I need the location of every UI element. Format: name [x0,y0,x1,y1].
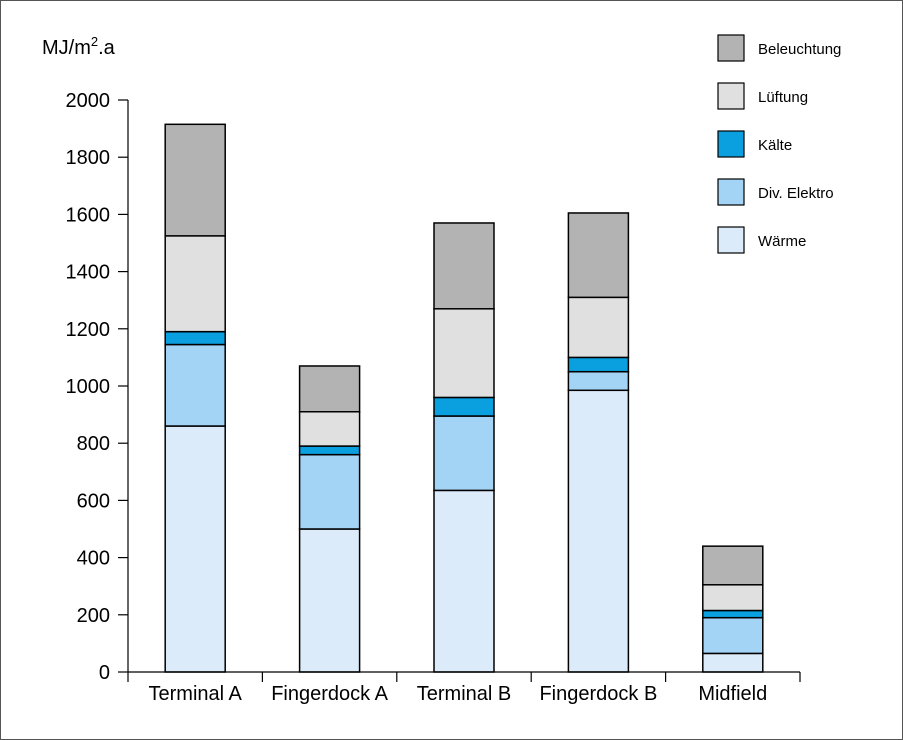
y-tick-label: 0 [99,662,110,684]
legend-swatch [717,34,745,62]
legend-swatch [717,226,745,254]
bar-segment [567,212,630,299]
legend-label: Wärme [758,233,806,250]
bar-segment [164,330,226,346]
legend-label: Kälte [758,137,792,154]
bar-segment [298,453,361,530]
y-tick-label: 800 [77,433,110,455]
bar-segment [164,123,226,237]
y-tick-label: 1000 [66,376,111,398]
bar-segment [567,296,630,359]
bar-segment [567,356,630,373]
legend-swatch [717,178,745,206]
y-tick-label: 600 [77,490,110,512]
legend-label: Lüftung [758,89,808,106]
bar-segment [164,425,226,673]
bar-segment [702,652,764,673]
bar-segment [702,609,764,619]
bar-segment [433,308,495,399]
legend-label: Div. Elektro [758,185,834,202]
bar-segment [433,489,495,673]
bar-segment [567,370,630,392]
bar-segment [164,235,226,333]
y-tick-label: 1800 [66,147,111,169]
y-axis-label: MJ/m2.a [42,34,116,59]
bar-segment [433,222,495,310]
x-tick-label: Terminal A [149,683,243,705]
bar-segment [433,415,495,492]
bar-segment [298,410,361,447]
legend-swatch [717,82,745,110]
y-tick-label: 2000 [66,90,111,112]
bar-segment [298,528,361,673]
bar-segment [702,616,764,655]
y-tick-label: 400 [77,548,110,570]
legend-swatch [717,130,745,158]
bar-segment [433,396,495,417]
bar-segment [702,545,764,586]
x-tick-label: Midfield [698,683,767,705]
x-tick-label: Terminal B [417,683,511,705]
y-tick-label: 200 [77,605,110,627]
x-tick-label: Fingerdock B [539,683,657,705]
bar-segment [567,389,630,673]
y-tick-label: 1200 [66,319,111,341]
y-tick-label: 1600 [66,204,111,226]
y-tick-label: 1400 [66,262,111,284]
x-tick-label: Fingerdock A [271,683,388,705]
bar-segment [298,365,361,413]
bar-segment [164,343,226,427]
bar-segment [298,445,361,456]
bar-segment [702,584,764,612]
legend-label: Beleuchtung [758,41,841,58]
